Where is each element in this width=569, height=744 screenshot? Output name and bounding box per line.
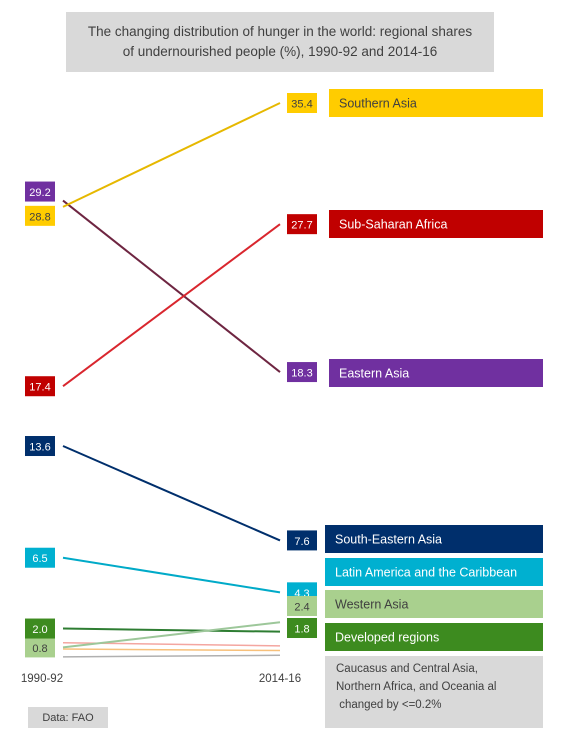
value-label-right-western-asia-box [287, 596, 317, 616]
value-label-right-southern-asia: 35.4 [291, 99, 312, 111]
series-line-developed-regions [62, 627, 281, 633]
chart-title: The changing distribution of hunger in t… [66, 12, 494, 72]
legend-box-sub-saharan-africa [329, 210, 543, 238]
series-line-minor-0 [62, 654, 281, 658]
legend-label-latin-america-and-the-caribbean: Latin America and the Caribbean [335, 566, 517, 580]
value-label-right-south-eastern-asia: 7.6 [294, 536, 309, 548]
note-box [325, 656, 543, 728]
value-label-right-southern-asia-box [287, 93, 317, 113]
value-label-right-sub-saharan-africa-box [287, 214, 317, 235]
value-label-left-eastern-asia: 29.2 [29, 187, 50, 199]
value-label-right-western-asia: 2.4 [294, 602, 309, 614]
value-label-left-sub-saharan-africa-box [25, 376, 55, 397]
legend-label-eastern-asia: Eastern Asia [339, 367, 409, 381]
series-line-latin-america-and-the-caribbean [62, 556, 281, 594]
legend-box-eastern-asia [329, 359, 543, 387]
legend-box-southern-asia [329, 89, 543, 117]
legend-label-western-asia: Western Asia [335, 598, 408, 612]
legend-box-western-asia [325, 590, 543, 618]
legend-label-sub-saharan-africa: Sub-Saharan Africa [339, 218, 447, 232]
legend-label-south-eastern-asia: South-Eastern Asia [335, 533, 442, 547]
value-label-right-eastern-asia-box [287, 362, 317, 383]
series-line-south-eastern-asia [62, 445, 281, 542]
value-label-left-sub-saharan-africa: 17.4 [29, 382, 50, 394]
series-line-minor-1 [62, 648, 281, 652]
series-line-eastern-asia [62, 199, 281, 373]
legend-box-latin-america-and-the-caribbean [325, 558, 543, 586]
value-label-left-southern-asia: 28.8 [29, 211, 50, 223]
legend-label-southern-asia: Southern Asia [339, 97, 417, 111]
value-label-left-developed-regions: 2.0 [32, 624, 47, 636]
legend-label-developed-regions: Developed regions [335, 631, 439, 645]
x-tick-label-1: 2014-16 [259, 673, 301, 685]
value-label-right-developed-regions: 1.8 [294, 624, 309, 636]
legend-box-developed-regions [325, 623, 543, 651]
value-label-left-western-asia: 0.8 [32, 643, 47, 655]
source-label: Data: FAO [28, 707, 108, 728]
x-tick-label-0: 1990-92 [21, 673, 63, 685]
value-label-left-south-eastern-asia: 13.6 [29, 442, 50, 454]
value-label-right-sub-saharan-africa: 27.7 [291, 220, 312, 232]
value-label-left-latin-america-and-the-caribbean-box [25, 547, 55, 568]
value-label-left-southern-asia-box [25, 205, 55, 226]
value-label-right-south-eastern-asia-box [287, 530, 317, 551]
value-label-left-south-eastern-asia-box [25, 436, 55, 457]
value-label-left-eastern-asia-box [25, 181, 55, 202]
series-line-western-asia [62, 621, 281, 649]
value-label-right-developed-regions-box [287, 618, 317, 638]
value-label-left-developed-regions-box [25, 618, 55, 639]
legend-box-south-eastern-asia [325, 525, 543, 553]
note-text: Caucasus and Central Asia, Northern Afric… [336, 663, 496, 711]
value-label-left-latin-america-and-the-caribbean: 6.5 [32, 553, 47, 565]
value-label-right-eastern-asia: 18.3 [291, 368, 312, 380]
series-line-sub-saharan-africa [62, 223, 281, 388]
value-label-left-western-asia-box [25, 637, 55, 658]
series-line-southern-asia [62, 102, 281, 208]
